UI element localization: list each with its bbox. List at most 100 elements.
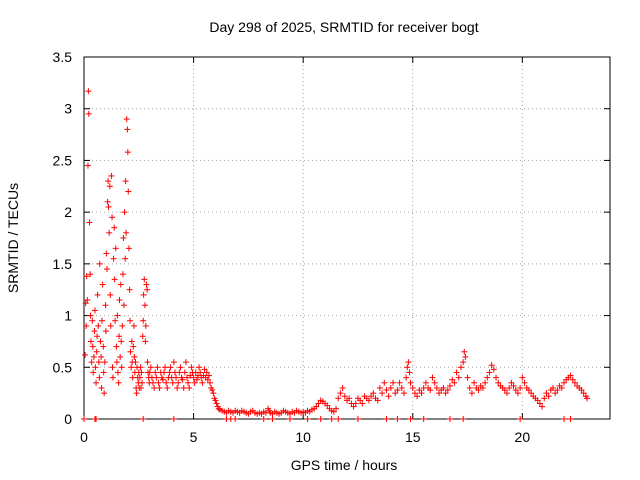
- data-point: [512, 387, 519, 394]
- data-point: [140, 416, 147, 422]
- data-point: [554, 387, 561, 394]
- data-point: [193, 376, 200, 383]
- data-point: [436, 390, 443, 397]
- data-point: [359, 400, 366, 407]
- data-point: [232, 416, 239, 422]
- data-point: [374, 397, 381, 404]
- data-point: [117, 353, 124, 360]
- data-point: [116, 297, 123, 304]
- data-point: [91, 307, 98, 314]
- data-point: [354, 416, 361, 422]
- data-point: [117, 281, 124, 288]
- data-point: [104, 266, 111, 273]
- data-point: [106, 229, 113, 236]
- data-point: [174, 384, 181, 391]
- data-point: [368, 393, 375, 400]
- data-point: [339, 384, 346, 391]
- data-point: [486, 369, 493, 376]
- data-point: [85, 110, 92, 117]
- data-point: [114, 369, 121, 376]
- data-point: [346, 395, 353, 402]
- data-point: [154, 364, 161, 371]
- data-point: [539, 403, 546, 410]
- plot-frame: [83, 56, 611, 420]
- data-point: [444, 387, 451, 394]
- data-point: [352, 400, 359, 407]
- y-tick-label: 0.5: [53, 359, 73, 375]
- y-tick-label: 2: [64, 204, 72, 220]
- data-point: [127, 317, 134, 324]
- data-point: [144, 359, 151, 366]
- data-point: [176, 369, 183, 376]
- data-point: [501, 387, 508, 394]
- data-point: [179, 376, 186, 383]
- x-tick-label: 15: [405, 429, 421, 445]
- data-point: [109, 374, 116, 381]
- data-point: [105, 178, 112, 185]
- data-point: [287, 416, 294, 422]
- data-point: [269, 416, 276, 422]
- data-point: [350, 403, 357, 410]
- data-point: [109, 214, 116, 221]
- data-point: [133, 390, 140, 397]
- data-point: [406, 369, 413, 376]
- data-point: [517, 416, 524, 422]
- data-point: [160, 369, 167, 376]
- y-tick-label: 1.5: [53, 256, 73, 272]
- data-point: [123, 116, 130, 123]
- data-point: [95, 322, 102, 329]
- data-point: [139, 379, 146, 386]
- data-point: [93, 416, 100, 422]
- data-point: [383, 416, 390, 422]
- data-point: [191, 379, 198, 386]
- x-tick-label: 0: [80, 429, 88, 445]
- data-point: [111, 276, 118, 283]
- data-point: [201, 366, 208, 373]
- data-point: [422, 379, 429, 386]
- data-point: [101, 359, 108, 366]
- data-point: [466, 384, 473, 391]
- data-point: [194, 372, 201, 379]
- data-point: [159, 376, 166, 383]
- data-point: [109, 364, 116, 371]
- data-point: [414, 393, 421, 400]
- data-point: [89, 317, 96, 324]
- data-point: [115, 379, 122, 386]
- data-point: [503, 390, 510, 397]
- data-point: [484, 374, 491, 381]
- data-point: [139, 333, 146, 340]
- data-point: [94, 333, 101, 340]
- data-point: [95, 359, 102, 366]
- data-point: [490, 366, 497, 373]
- data-point: [83, 273, 90, 280]
- data-point: [328, 416, 335, 422]
- data-point: [205, 372, 212, 379]
- data-point: [88, 359, 95, 366]
- data-point: [440, 384, 447, 391]
- y-tick-label: 3.5: [53, 49, 73, 65]
- data-point: [84, 297, 91, 304]
- tick-layer: [83, 56, 610, 420]
- data-point: [210, 390, 217, 397]
- data-point: [204, 376, 211, 383]
- data-point: [119, 322, 126, 329]
- data-point: [330, 408, 337, 415]
- data-point: [137, 364, 144, 371]
- data-point: [85, 88, 92, 95]
- data-point: [187, 372, 194, 379]
- data-point: [317, 416, 324, 422]
- data-point: [534, 397, 541, 404]
- data-point: [324, 402, 331, 409]
- data-point: [571, 379, 578, 386]
- data-point: [140, 291, 147, 298]
- data-point: [98, 384, 105, 391]
- data-point: [514, 390, 521, 397]
- data-point: [510, 382, 517, 389]
- data-point: [506, 384, 513, 391]
- grid-layer: [84, 57, 610, 419]
- y-tick-label: 3: [64, 101, 72, 117]
- x-tick-label: 5: [190, 429, 198, 445]
- data-point: [143, 281, 150, 288]
- data-point: [550, 384, 557, 391]
- data-point: [449, 376, 456, 383]
